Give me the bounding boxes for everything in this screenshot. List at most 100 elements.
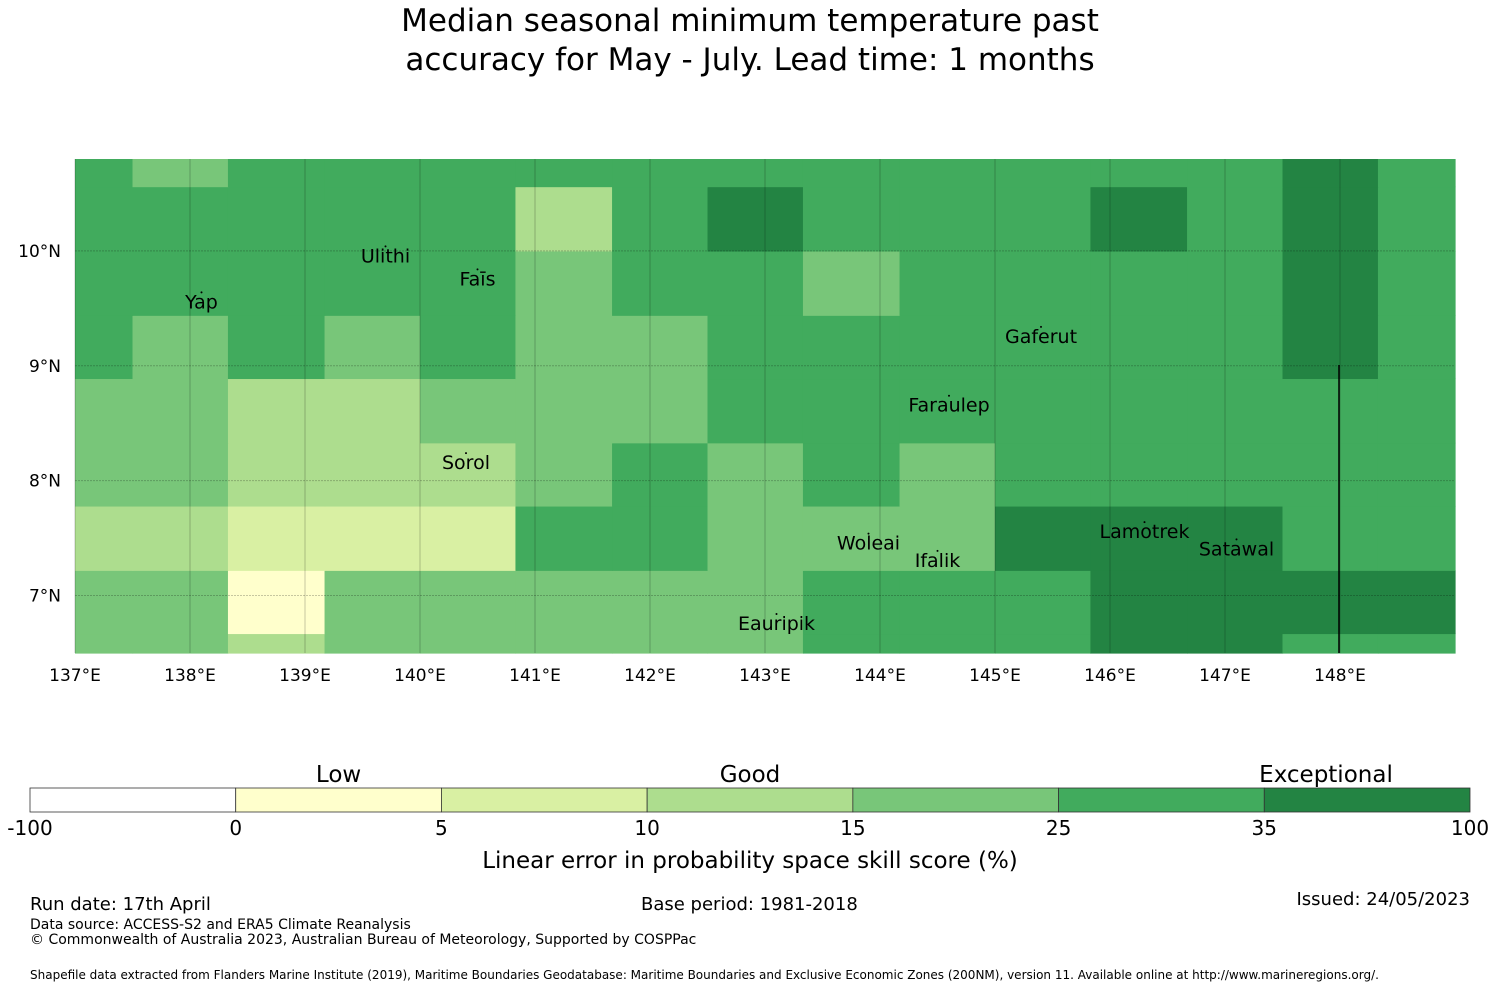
heatmap-cell bbox=[1090, 186, 1188, 252]
island-marker bbox=[1235, 538, 1238, 541]
heatmap-cell bbox=[995, 505, 1092, 571]
colorbar-category-labels: Low Good Exceptional bbox=[316, 762, 1393, 788]
island-marker bbox=[465, 452, 467, 455]
place-label: Satawal bbox=[1199, 538, 1274, 560]
data-source: Data source: ACCESS-S2 and ERA5 Climate … bbox=[30, 917, 411, 933]
heatmap-cell bbox=[227, 442, 326, 507]
heatmap-cell bbox=[1090, 570, 1188, 635]
lat-tick-label: 9°N bbox=[29, 357, 61, 377]
heatmap-cell bbox=[324, 505, 421, 571]
heatmap-cell bbox=[324, 159, 421, 188]
heatmap-cell bbox=[132, 570, 229, 635]
heatmap-cell bbox=[1377, 442, 1456, 507]
colorbar-label: Linear error in probability space skill … bbox=[482, 848, 1018, 874]
heatmap-cell bbox=[707, 633, 804, 654]
shapefile-credit: Shapefile data extracted from Flanders M… bbox=[30, 968, 1379, 982]
colorbar-category-label: Exceptional bbox=[1259, 762, 1393, 788]
heatmap-cell bbox=[995, 378, 1092, 444]
heatmap-cell bbox=[802, 186, 901, 252]
heatmap-cell bbox=[1090, 159, 1188, 188]
heatmap-cell bbox=[1377, 186, 1456, 252]
heatmap-cell bbox=[1187, 442, 1284, 507]
heatmap-cell bbox=[515, 570, 613, 635]
colorbar-swatch bbox=[235, 787, 442, 813]
heatmap-cell bbox=[515, 315, 613, 380]
heatmap-cell bbox=[515, 186, 613, 252]
heatmap-cell bbox=[995, 315, 1092, 380]
heatmap-cell bbox=[899, 315, 996, 380]
colorbar-swatch bbox=[29, 787, 237, 813]
heatmap-cell bbox=[75, 250, 134, 316]
heatmap-cell bbox=[1090, 378, 1188, 444]
heatmap-cell bbox=[1090, 633, 1188, 654]
heatmap-cell bbox=[420, 570, 517, 635]
place-label: Ifalik bbox=[915, 550, 961, 572]
lon-tick-label: 145°E bbox=[969, 666, 1021, 686]
heatmap-cell bbox=[1187, 186, 1284, 252]
heatmap-cell bbox=[802, 505, 901, 571]
heatmap-cell bbox=[1282, 378, 1379, 444]
copyright: © Commonwealth of Australia 2023, Austra… bbox=[30, 932, 697, 948]
colorbar-tick-label: -100 bbox=[7, 816, 52, 840]
heatmap-cell bbox=[1090, 442, 1188, 507]
heatmap-cell bbox=[612, 159, 709, 188]
island-marker bbox=[867, 532, 870, 535]
island-marker bbox=[1143, 521, 1146, 524]
heatmap-cell bbox=[612, 378, 709, 444]
heatmap-cell bbox=[995, 159, 1092, 188]
heatmap-cell bbox=[1377, 315, 1456, 380]
heatmap-cell bbox=[75, 505, 134, 571]
heatmap-cell bbox=[75, 315, 134, 380]
heatmap-cell bbox=[802, 442, 901, 507]
lat-tick-labels: 7°N 8°N 9°N 10°N bbox=[18, 242, 61, 607]
place-label: Faīs bbox=[459, 268, 495, 290]
heatmap-cell bbox=[324, 378, 421, 444]
heatmap-cell bbox=[1187, 505, 1284, 571]
heatmap-cell bbox=[324, 315, 421, 380]
heatmap-cell bbox=[1090, 505, 1188, 571]
heatmap-cell bbox=[515, 159, 613, 188]
place-label: Sorol bbox=[442, 452, 490, 474]
heatmap-cell bbox=[1282, 633, 1379, 654]
heatmap-cell bbox=[132, 159, 229, 188]
heatmap-cell bbox=[420, 186, 517, 252]
lon-tick-label: 148°E bbox=[1314, 666, 1366, 686]
lon-tick-label: 137°E bbox=[49, 666, 101, 686]
heatmap-cell bbox=[1377, 570, 1456, 635]
issued-date: Issued: 24/05/2023 bbox=[1296, 889, 1470, 910]
heatmap-cell bbox=[324, 186, 421, 252]
heatmap-cell bbox=[707, 186, 804, 252]
lat-tick-label: 10°N bbox=[18, 242, 61, 262]
lon-tick-label: 139°E bbox=[279, 666, 331, 686]
heatmap-cell bbox=[132, 250, 229, 316]
heatmap-cell bbox=[899, 378, 996, 444]
lon-tick-label: 138°E bbox=[164, 666, 216, 686]
heatmap-cell bbox=[227, 505, 326, 571]
colorbar-tick-label: 5 bbox=[435, 816, 448, 840]
heatmap-cell bbox=[1377, 159, 1456, 188]
heatmap-cell bbox=[420, 378, 517, 444]
heatmap-cell bbox=[1377, 633, 1456, 654]
lon-tick-label: 146°E bbox=[1084, 666, 1136, 686]
heatmap-cell bbox=[899, 570, 996, 635]
island-marker bbox=[200, 291, 203, 294]
lon-tick-label: 140°E bbox=[394, 666, 446, 686]
heatmap-cell bbox=[707, 505, 804, 571]
heatmap-cell bbox=[802, 633, 901, 654]
heatmap-cell bbox=[227, 186, 326, 252]
place-label: Yap bbox=[184, 291, 218, 313]
heatmap-cell bbox=[75, 378, 134, 444]
heatmap-cell bbox=[324, 570, 421, 635]
island-marker bbox=[948, 394, 950, 397]
heatmap-cell bbox=[1282, 315, 1379, 380]
heatmap-cell bbox=[75, 570, 134, 635]
colorbar-tick-labels: -100 0 5 10 15 25 35 100 bbox=[7, 816, 1489, 840]
heatmap-cell bbox=[802, 250, 901, 316]
heatmap-cell bbox=[707, 250, 804, 316]
heatmap-cell bbox=[802, 570, 901, 635]
colorbar-tick-label: 10 bbox=[634, 816, 659, 840]
heatmap-cell bbox=[515, 505, 613, 571]
colorbar-swatch bbox=[1263, 787, 1471, 813]
heatmap-cell bbox=[132, 378, 229, 444]
heatmap-cell bbox=[1187, 159, 1284, 188]
